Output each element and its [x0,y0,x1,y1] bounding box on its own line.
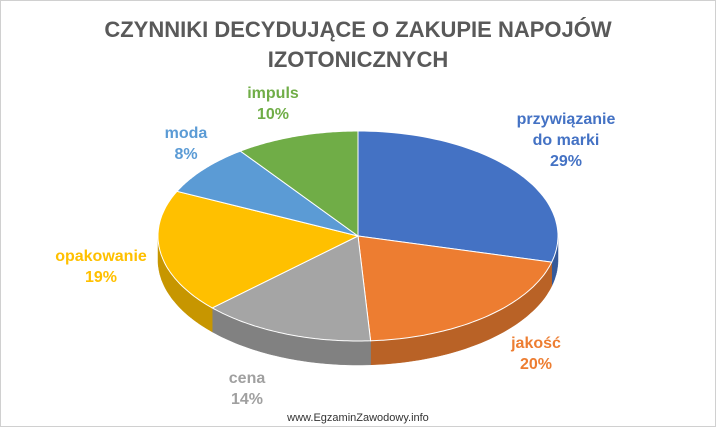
category-label: moda [164,125,208,142]
data-label: moda 8% [141,123,231,165]
value-label: 29% [549,153,583,170]
value-label: 20% [519,356,553,373]
slice [239,130,359,237]
category-label: jakość [511,335,561,352]
category-label: przywiązanie do marki [516,111,616,149]
data-label: jakość 20% [491,333,581,375]
slice [176,150,359,237]
value-label: 19% [84,269,118,286]
value-label: 8% [174,146,198,163]
slice [357,235,553,342]
data-label: impuls 10% [228,83,318,125]
category-label: impuls [247,85,299,102]
slice [157,190,360,309]
chart-title: CZYNNIKI DECYDUJĄCE O ZAKUPIE NAPOJÓW IZ… [104,17,612,72]
data-label: opakowanie 19% [41,246,161,288]
value-label: 14% [230,391,264,408]
slice [357,130,559,263]
watermark: www.EgzaminZawodowy.info [287,412,429,424]
slice [211,235,372,342]
category-label: opakowanie [55,248,147,265]
data-label: cena 14% [202,368,292,410]
category-label: cena [228,370,266,387]
value-label: 10% [256,106,290,123]
data-label: przywiązanie do marki 29% [506,109,626,172]
